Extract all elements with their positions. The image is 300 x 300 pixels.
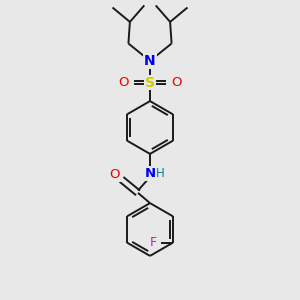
Text: N: N — [144, 167, 156, 180]
Text: F: F — [149, 236, 157, 249]
Text: O: O — [171, 76, 181, 89]
Text: O: O — [119, 76, 129, 89]
Text: O: O — [110, 168, 120, 182]
Text: N: N — [144, 54, 156, 68]
Text: H: H — [156, 167, 165, 180]
Text: S: S — [145, 76, 155, 89]
